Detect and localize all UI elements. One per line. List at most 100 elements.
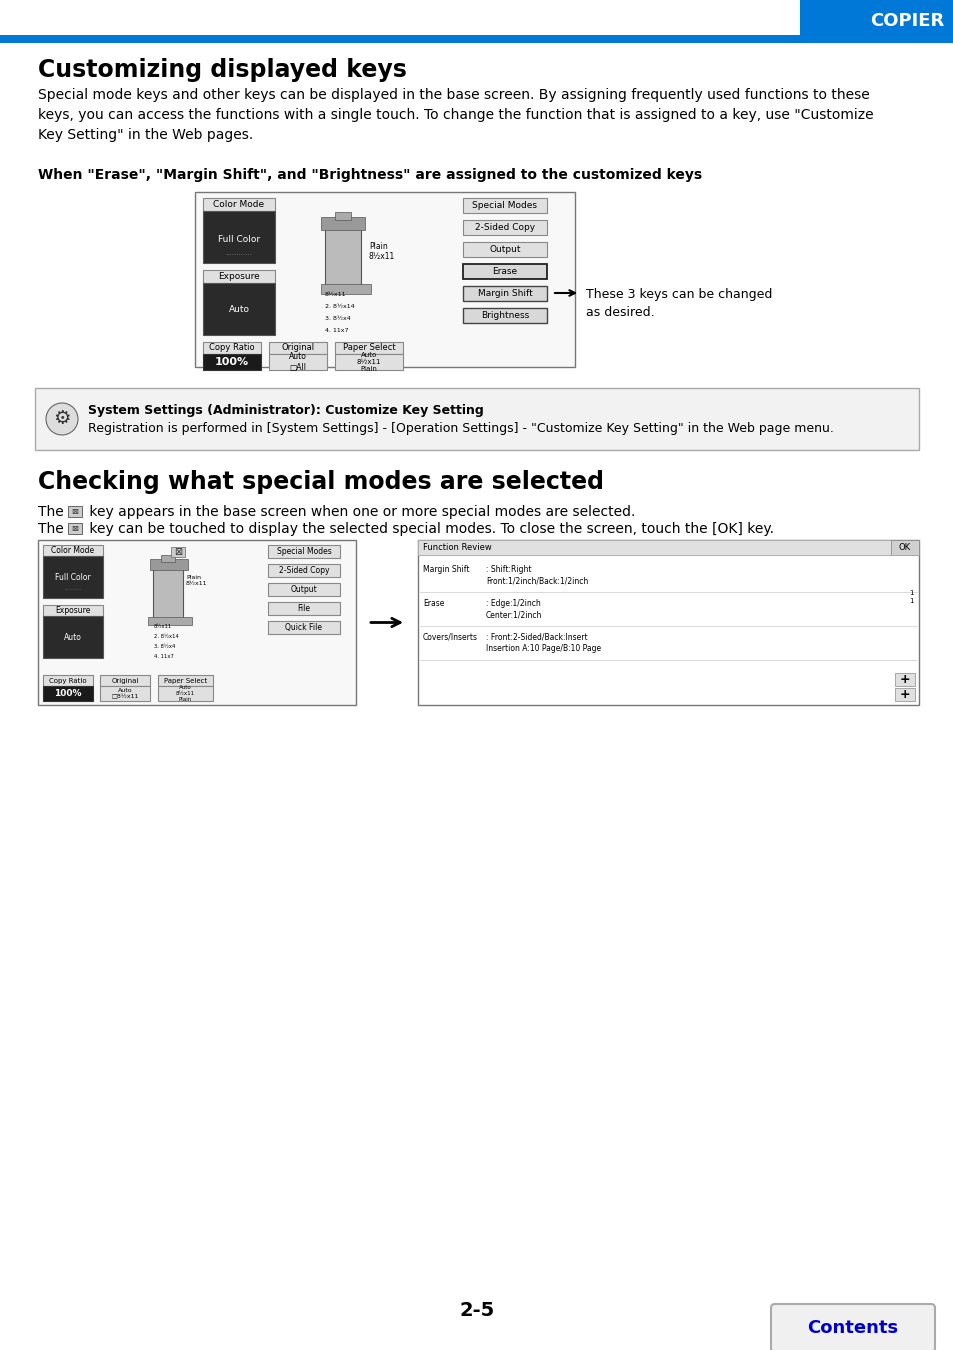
Bar — [158, 686, 213, 701]
Bar — [43, 616, 103, 657]
Text: Covers/Inserts: Covers/Inserts — [422, 633, 477, 643]
Text: 3. 8½x4: 3. 8½x4 — [153, 644, 175, 649]
Text: Brightness: Brightness — [480, 310, 529, 320]
Bar — [462, 308, 546, 323]
Bar — [325, 227, 360, 288]
Text: Contents: Contents — [806, 1319, 898, 1336]
Text: Plain
8½x11: Plain 8½x11 — [369, 242, 395, 262]
Text: key can be touched to display the selected special modes. To close the screen, t: key can be touched to display the select… — [85, 522, 773, 536]
Text: 2. 8½x14: 2. 8½x14 — [153, 634, 178, 640]
Bar — [268, 602, 339, 616]
Bar — [152, 567, 183, 620]
Text: Exposure: Exposure — [218, 271, 259, 281]
Bar — [0, 35, 953, 43]
Bar — [150, 559, 188, 570]
Bar — [171, 547, 185, 558]
Text: +: + — [899, 674, 909, 686]
Text: 2-5: 2-5 — [459, 1300, 494, 1319]
Text: Color Mode: Color Mode — [51, 545, 94, 555]
Text: +: + — [899, 688, 909, 701]
Text: File: File — [297, 603, 310, 613]
Text: ⊠: ⊠ — [71, 524, 78, 533]
Text: 3. 8½x4: 3. 8½x4 — [325, 316, 351, 320]
Bar — [268, 545, 339, 558]
Bar — [335, 212, 351, 220]
Text: 2. 8½x14: 2. 8½x14 — [325, 304, 355, 309]
Bar — [43, 556, 103, 598]
Text: Quick File: Quick File — [285, 622, 322, 632]
Bar — [203, 342, 261, 354]
Text: 4. 11x7: 4. 11x7 — [153, 655, 173, 660]
Text: Checking what special modes are selected: Checking what special modes are selected — [38, 470, 603, 494]
Bar — [203, 270, 274, 284]
Text: key appears in the base screen when one or more special modes are selected.: key appears in the base screen when one … — [85, 505, 635, 518]
Bar — [43, 545, 103, 556]
Text: Original: Original — [281, 343, 314, 352]
Bar — [335, 342, 402, 354]
Text: Output: Output — [291, 585, 317, 594]
Bar — [462, 265, 546, 279]
Bar — [161, 555, 174, 562]
Text: Exposure: Exposure — [55, 606, 91, 616]
Bar — [890, 540, 918, 555]
Bar — [203, 284, 274, 335]
Text: Erase: Erase — [492, 267, 517, 275]
Bar — [320, 284, 371, 294]
Text: : Shift:Right: : Shift:Right — [485, 566, 531, 574]
Bar — [100, 675, 150, 686]
Bar — [320, 217, 365, 230]
Bar — [203, 198, 274, 211]
Bar — [203, 211, 274, 263]
Circle shape — [46, 404, 78, 435]
Text: Front:1/2inch/Back:1/2inch: Front:1/2inch/Back:1/2inch — [485, 576, 588, 585]
Text: The: The — [38, 522, 68, 536]
Text: Paper Select: Paper Select — [342, 343, 395, 352]
Bar — [43, 686, 92, 701]
Bar — [462, 220, 546, 235]
Bar — [100, 686, 150, 701]
Text: Special Modes: Special Modes — [276, 547, 331, 556]
Bar — [268, 583, 339, 595]
Text: 8½x11: 8½x11 — [325, 292, 346, 297]
Bar — [269, 354, 327, 370]
Text: Function Review: Function Review — [422, 543, 491, 552]
Text: Copy Ratio: Copy Ratio — [209, 343, 254, 352]
Text: Full Color: Full Color — [55, 574, 91, 582]
Text: Full Color: Full Color — [217, 235, 260, 243]
Bar — [203, 354, 261, 370]
Bar — [43, 605, 103, 616]
Text: Special Modes: Special Modes — [472, 201, 537, 211]
Text: OK: OK — [898, 543, 910, 552]
Text: Erase: Erase — [422, 599, 444, 608]
Text: Special mode keys and other keys can be displayed in the base screen. By assigni: Special mode keys and other keys can be … — [38, 88, 873, 142]
Text: 4. 11x7: 4. 11x7 — [325, 328, 348, 332]
Text: These 3 keys can be changed
as desired.: These 3 keys can be changed as desired. — [585, 288, 772, 319]
Text: Insertion A:10 Page/B:10 Page: Insertion A:10 Page/B:10 Page — [485, 644, 600, 653]
Text: Output: Output — [489, 244, 520, 254]
Bar — [462, 242, 546, 256]
Text: COPIER: COPIER — [869, 12, 943, 30]
Text: Auto
8½x11
Plain: Auto 8½x11 Plain — [175, 686, 194, 702]
Text: : Edge:1/2inch: : Edge:1/2inch — [485, 599, 540, 608]
Bar — [462, 286, 546, 301]
Text: 2-Sided Copy: 2-Sided Copy — [278, 566, 329, 575]
Text: When "Erase", "Margin Shift", and "Brightness" are assigned to the customized ke: When "Erase", "Margin Shift", and "Brigh… — [38, 167, 701, 182]
Text: Plain
8½x11: Plain 8½x11 — [186, 575, 208, 586]
Text: ............: ............ — [225, 250, 253, 256]
Text: Customizing displayed keys: Customizing displayed keys — [38, 58, 406, 82]
Text: 8½x11: 8½x11 — [153, 625, 172, 629]
Text: 100%: 100% — [54, 688, 82, 698]
Text: Auto: Auto — [64, 633, 82, 641]
Text: System Settings (Administrator): Customize Key Setting: System Settings (Administrator): Customi… — [88, 404, 483, 417]
Text: ⊠: ⊠ — [71, 508, 78, 516]
Text: ⊠: ⊠ — [173, 547, 182, 558]
Bar — [68, 506, 82, 517]
Bar — [417, 540, 890, 555]
Bar — [462, 198, 546, 213]
Bar — [269, 342, 327, 354]
Text: 1
1: 1 1 — [908, 590, 913, 603]
FancyBboxPatch shape — [770, 1304, 934, 1350]
Bar — [38, 540, 355, 705]
Text: Auto
8½x11
Plain: Auto 8½x11 Plain — [356, 352, 381, 373]
Bar — [68, 522, 82, 535]
